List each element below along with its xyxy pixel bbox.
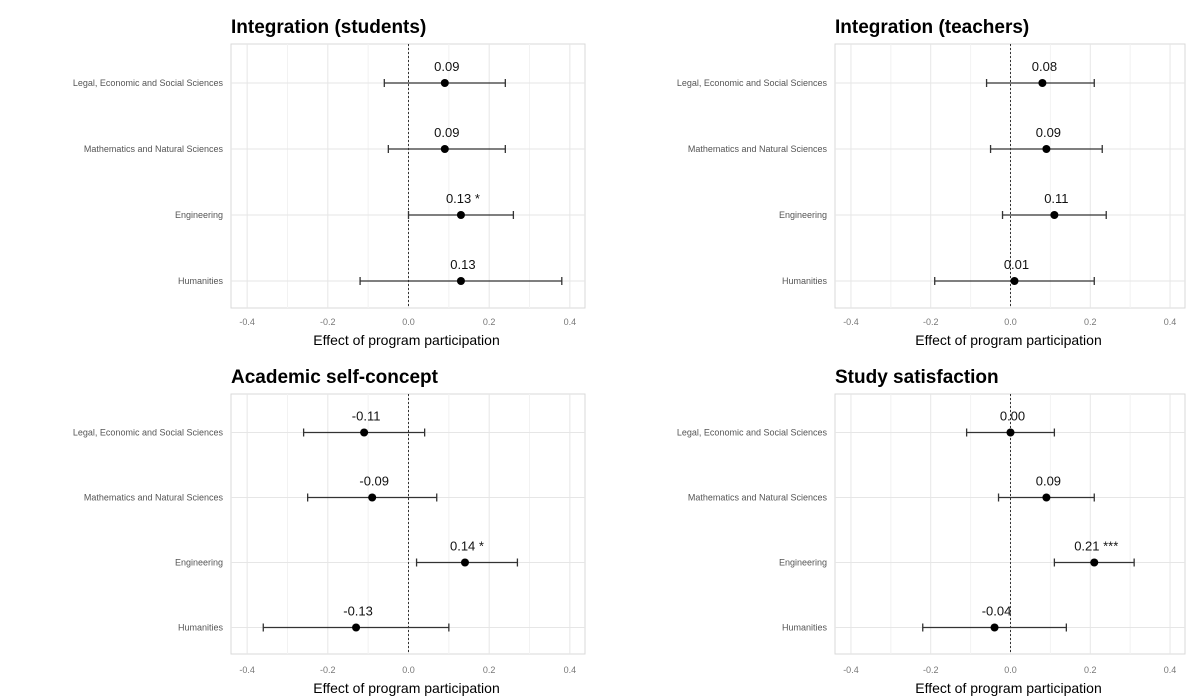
x-tick-label: 0.4 <box>1164 665 1177 675</box>
category-label: Mathematics and Natural Sciences <box>84 144 224 154</box>
estimate-point <box>368 493 377 502</box>
estimate-point <box>1042 145 1051 153</box>
x-tick-label: -0.4 <box>843 317 859 327</box>
panel-3: Academic self-concept -0.4 -0.2 0.0 0.2 0.4 Ef… <box>73 367 586 696</box>
estimate-point <box>1050 211 1059 219</box>
x-tick-label: 0.2 <box>483 665 496 675</box>
data-label: 0.13 * <box>446 191 480 206</box>
data-label: 0.08 <box>1032 59 1057 74</box>
category-label: Legal, Economic and Social Sciences <box>73 428 224 438</box>
category-label: Engineering <box>779 210 827 220</box>
estimate-point <box>440 145 449 153</box>
category-label: Legal, Economic and Social Sciences <box>73 78 224 88</box>
x-tick-label: -0.2 <box>923 665 939 675</box>
estimate-point <box>1038 79 1047 87</box>
panel-title: Academic self-concept <box>231 367 439 388</box>
category-label: Humanities <box>782 623 828 633</box>
estimate-point <box>460 558 469 567</box>
x-tick-label: -0.2 <box>923 317 939 327</box>
x-axis-label: Effect of program participation <box>915 680 1102 696</box>
panel-title: Study satisfaction <box>835 367 999 388</box>
x-tick-label: 0.0 <box>402 317 415 327</box>
data-label: 0.13 <box>450 257 475 272</box>
x-tick-label: 0.2 <box>483 317 496 327</box>
category-label: Engineering <box>175 210 223 220</box>
category-label: Legal, Economic and Social Sciences <box>677 78 828 88</box>
data-label: -0.13 <box>343 604 373 619</box>
data-label: 0.11 <box>1044 191 1068 206</box>
x-tick-label: 0.2 <box>1084 317 1097 327</box>
estimate-point <box>1006 428 1015 437</box>
data-label: 0.09 <box>1036 474 1061 489</box>
category-label: Humanities <box>178 623 224 633</box>
category-label: Humanities <box>178 276 224 286</box>
category-label: Engineering <box>175 558 223 568</box>
estimate-point <box>440 79 449 87</box>
x-tick-label: -0.2 <box>320 665 336 675</box>
estimate-point <box>1010 277 1019 285</box>
data-label: 0.00 <box>1000 409 1025 424</box>
x-tick-label: -0.2 <box>320 317 336 327</box>
panel-4: Study satisfaction -0.4 -0.2 0.0 0.2 0.4 Effec… <box>677 367 1186 696</box>
estimate-point <box>456 277 465 285</box>
estimate-point <box>352 623 361 632</box>
x-tick-label: 0.0 <box>1004 665 1017 675</box>
x-tick-label: 0.4 <box>564 665 577 675</box>
x-tick-label: 0.4 <box>1164 317 1177 327</box>
category-label: Mathematics and Natural Sciences <box>688 493 828 503</box>
x-tick-label: -0.4 <box>843 665 859 675</box>
category-label: Engineering <box>779 558 827 568</box>
data-label: -0.11 <box>352 409 381 424</box>
data-label: 0.09 <box>434 125 459 140</box>
x-tick-label: 0.4 <box>564 317 577 327</box>
estimate-point <box>1042 493 1051 502</box>
data-label: -0.09 <box>359 474 389 489</box>
x-tick-label: 0.0 <box>1004 317 1017 327</box>
category-label: Mathematics and Natural Sciences <box>84 493 224 503</box>
x-tick-label: 0.0 <box>402 665 415 675</box>
estimate-point <box>360 428 369 437</box>
category-label: Humanities <box>782 276 828 286</box>
data-label: 0.09 <box>1036 125 1061 140</box>
data-label: 0.14 * <box>450 539 484 554</box>
estimate-point <box>456 211 465 219</box>
x-axis-label: Effect of program participation <box>313 680 500 696</box>
panel-2: Integration (teachers) -0.4 -0.2 0.0 0.2 0.4 E… <box>677 17 1186 348</box>
x-axis-label: Effect of program participation <box>915 332 1102 348</box>
estimate-point <box>990 623 999 632</box>
estimate-point <box>1090 558 1099 567</box>
panel-title: Integration (teachers) <box>835 17 1029 38</box>
panel-1: Integration (students) -0.4 -0.2 0.0 0.2 0.4 E… <box>73 17 586 348</box>
x-tick-label: -0.4 <box>239 317 255 327</box>
x-tick-label: 0.2 <box>1084 665 1097 675</box>
panel-title: Integration (students) <box>231 17 426 38</box>
data-label: 0.21 *** <box>1074 539 1118 554</box>
x-tick-label: -0.4 <box>239 665 255 675</box>
category-label: Mathematics and Natural Sciences <box>688 144 828 154</box>
category-label: Legal, Economic and Social Sciences <box>677 428 828 438</box>
data-label: -0.04 <box>982 604 1012 619</box>
data-label: 0.09 <box>434 59 459 74</box>
x-axis-label: Effect of program participation <box>313 332 500 348</box>
data-label: 0.01 <box>1004 257 1029 272</box>
